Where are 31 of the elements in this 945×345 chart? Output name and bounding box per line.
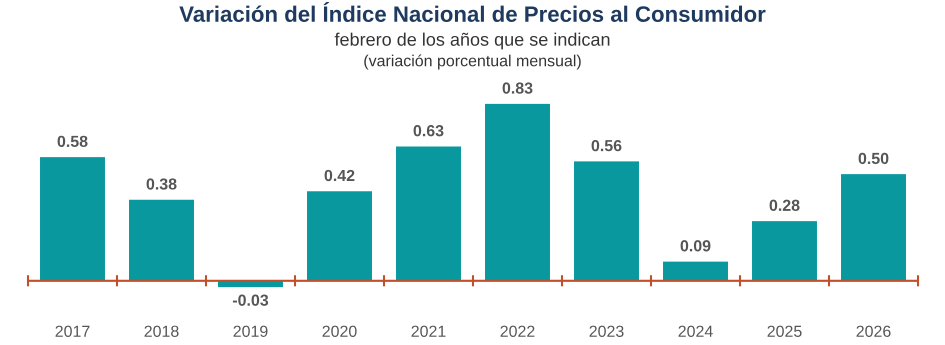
x-tick-label: 2024 (678, 326, 713, 337)
bar (752, 221, 817, 281)
data-label: 0.38 (146, 178, 177, 190)
x-tick-label: 2022 (500, 326, 534, 337)
data-label: 0.50 (858, 152, 888, 164)
x-tick-label: 2023 (590, 326, 624, 337)
x-tick-label: 2018 (144, 326, 179, 337)
bar (40, 157, 105, 281)
bar (841, 174, 906, 281)
x-tick-label: 2020 (322, 326, 357, 337)
chart-title: Variación del Índice Nacional de Precios al Consumidor (179, 2, 766, 22)
bar (663, 262, 728, 281)
chart-subtitle: febrero de los años que se indican (variación porcentual mensual) (334, 32, 610, 70)
data-label: 0.09 (680, 240, 710, 252)
bar (307, 191, 372, 281)
data-label: 0.58 (58, 136, 88, 148)
data-label: 0.28 (770, 200, 800, 211)
data-label: 0.56 (592, 140, 622, 152)
x-tick-label: 2019 (234, 326, 268, 337)
bar (129, 200, 194, 281)
bar (574, 161, 639, 281)
x-tick-label: 2026 (856, 326, 891, 337)
x-tick-label: 2021 (412, 326, 446, 337)
bar (396, 146, 461, 281)
x-tick-label: 2025 (768, 326, 802, 337)
data-label: 0.42 (324, 170, 354, 182)
data-label: 0.83 (502, 82, 532, 94)
bar (485, 104, 550, 281)
data-label: -0.03 (232, 294, 268, 306)
data-label: 0.63 (414, 125, 444, 136)
x-tick-label: 2017 (56, 326, 90, 337)
